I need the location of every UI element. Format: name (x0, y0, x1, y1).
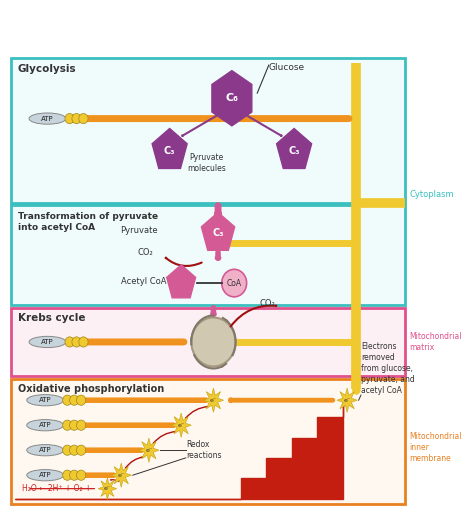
Text: e⁻: e⁻ (210, 398, 217, 403)
Polygon shape (167, 265, 196, 298)
Text: Pyruvate: Pyruvate (120, 226, 158, 235)
Text: CoA: CoA (227, 279, 242, 288)
Text: Redox
reactions: Redox reactions (186, 440, 221, 460)
Polygon shape (15, 397, 343, 499)
Text: C₆: C₆ (225, 93, 238, 103)
Text: C₃: C₃ (212, 228, 224, 239)
Circle shape (72, 113, 81, 124)
Polygon shape (171, 413, 191, 438)
Text: Oxidative phosphorylation: Oxidative phosphorylation (18, 384, 164, 394)
Ellipse shape (29, 337, 66, 348)
Polygon shape (139, 438, 159, 462)
Circle shape (65, 113, 74, 124)
Text: e⁻: e⁻ (118, 472, 125, 478)
Circle shape (79, 337, 88, 347)
Circle shape (65, 337, 74, 347)
Text: ATP: ATP (41, 115, 54, 122)
Ellipse shape (27, 394, 64, 406)
Circle shape (222, 269, 246, 297)
Circle shape (70, 420, 79, 430)
Text: Mitochondrial
matrix: Mitochondrial matrix (410, 332, 462, 352)
Circle shape (63, 395, 72, 405)
Text: Electrons
removed
from glucose,
pyruvate, and
acetyl CoA: Electrons removed from glucose, pyruvate… (361, 342, 415, 395)
Bar (10, 379, 405, 504)
Polygon shape (201, 212, 235, 250)
Text: CO₂: CO₂ (260, 299, 275, 308)
Circle shape (76, 445, 86, 456)
Ellipse shape (29, 113, 66, 124)
Polygon shape (203, 388, 224, 412)
Circle shape (76, 470, 86, 480)
Circle shape (79, 113, 88, 124)
Polygon shape (276, 128, 311, 168)
Text: Glycolysis: Glycolysis (18, 64, 76, 74)
Text: e⁻: e⁻ (104, 486, 111, 491)
Circle shape (63, 470, 72, 480)
Ellipse shape (27, 469, 64, 481)
Text: e⁻: e⁻ (146, 448, 153, 452)
Circle shape (76, 420, 86, 430)
Bar (10, 307, 405, 377)
Circle shape (76, 395, 86, 405)
Bar (10, 57, 405, 203)
Text: e⁻: e⁻ (344, 398, 351, 403)
Text: Krebs cycle: Krebs cycle (18, 312, 85, 323)
Circle shape (70, 445, 79, 456)
Ellipse shape (27, 420, 64, 431)
Polygon shape (337, 388, 357, 412)
Text: Transformation of pyruvate
into acetyl CoA: Transformation of pyruvate into acetyl C… (18, 211, 158, 232)
Text: ATP: ATP (41, 339, 54, 345)
Ellipse shape (27, 445, 64, 456)
Circle shape (63, 445, 72, 456)
Circle shape (70, 395, 79, 405)
Text: C₃: C₃ (288, 146, 300, 155)
Polygon shape (212, 71, 252, 126)
Text: ATP: ATP (39, 447, 52, 453)
Text: Glucose: Glucose (269, 63, 305, 72)
Text: CO₂: CO₂ (137, 248, 153, 257)
Text: ATP: ATP (39, 472, 52, 478)
Text: Acetyl CoA: Acetyl CoA (121, 277, 167, 286)
Bar (10, 206, 405, 305)
Circle shape (191, 318, 236, 366)
Polygon shape (152, 128, 187, 168)
Circle shape (70, 470, 79, 480)
Circle shape (72, 337, 81, 347)
Text: H₂O ← 2H⁺ + O₂ +: H₂O ← 2H⁺ + O₂ + (22, 484, 91, 493)
Text: Pyruvate
molecules: Pyruvate molecules (187, 153, 226, 172)
Text: Cytoplasm: Cytoplasm (410, 190, 454, 199)
Text: C₃: C₃ (164, 146, 175, 155)
Text: Mitochondrial
inner
membrane: Mitochondrial inner membrane (410, 432, 462, 463)
Polygon shape (98, 478, 117, 500)
Polygon shape (111, 463, 131, 487)
Circle shape (63, 420, 72, 430)
Text: ATP: ATP (39, 422, 52, 428)
Text: ATP: ATP (39, 397, 52, 403)
Text: e⁻: e⁻ (178, 423, 185, 428)
